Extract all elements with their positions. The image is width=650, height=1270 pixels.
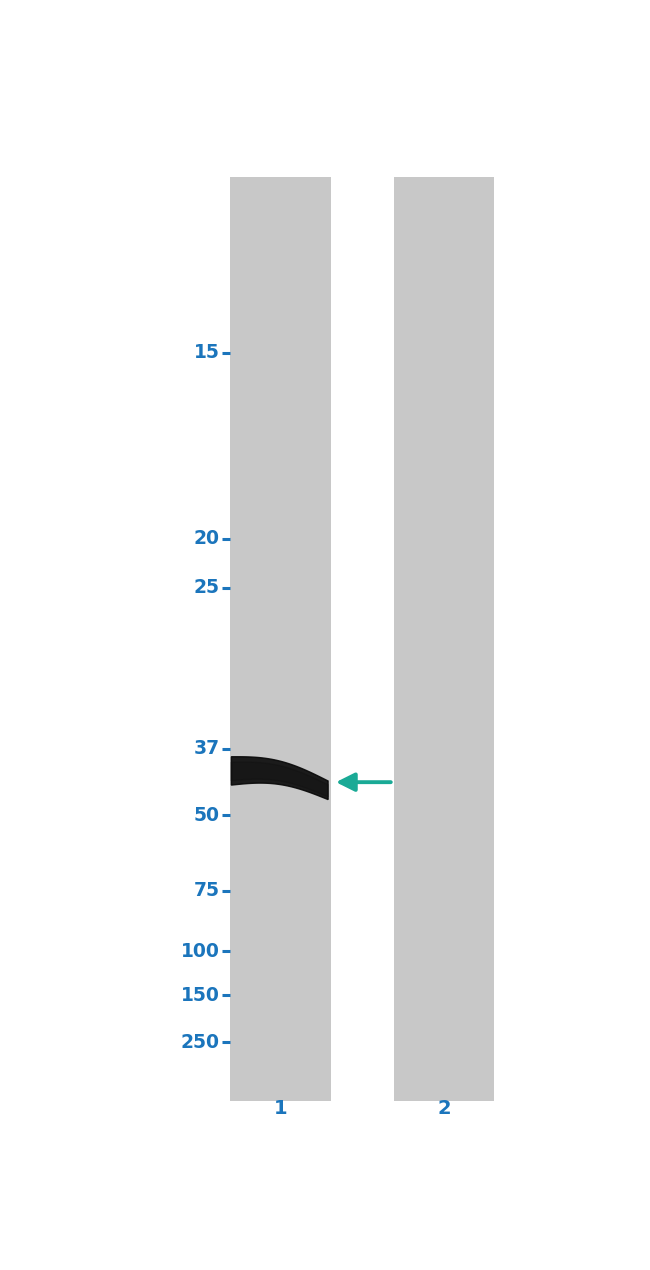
- Text: 37: 37: [194, 739, 220, 758]
- Text: 50: 50: [194, 806, 220, 826]
- Text: 1: 1: [274, 1100, 287, 1119]
- Bar: [230, 177, 331, 1101]
- Text: 150: 150: [181, 986, 220, 1005]
- Text: 100: 100: [181, 942, 220, 961]
- Text: 2: 2: [437, 1100, 450, 1119]
- Text: 250: 250: [181, 1033, 220, 1052]
- Text: 20: 20: [194, 530, 220, 549]
- Polygon shape: [231, 762, 328, 796]
- Text: 15: 15: [194, 343, 220, 362]
- Bar: [393, 177, 494, 1101]
- Text: 75: 75: [194, 881, 220, 900]
- Text: 25: 25: [194, 578, 220, 597]
- Polygon shape: [231, 757, 328, 800]
